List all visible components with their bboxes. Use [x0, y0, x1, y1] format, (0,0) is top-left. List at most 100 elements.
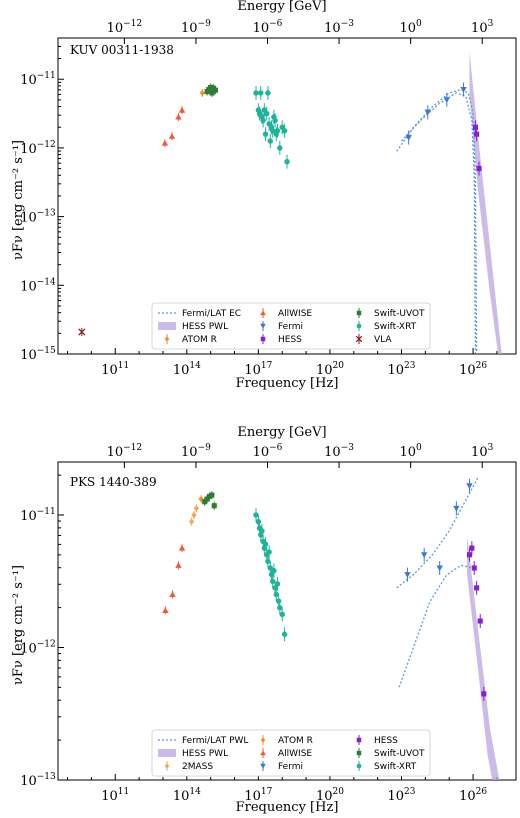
data-point [284, 158, 290, 165]
data-point [199, 89, 205, 97]
top-tick-label: 100 [399, 19, 422, 36]
legend-label: Swift-XRT [374, 762, 417, 772]
x-tick-label: 1017 [244, 361, 272, 378]
data-point [265, 90, 271, 96]
legend-swatch [164, 336, 170, 342]
legend-swatch [260, 750, 266, 756]
data-point [274, 581, 281, 587]
y-tick-label: 10−13 [20, 209, 56, 226]
legend-label: Fermi [278, 322, 303, 332]
legend-swatch [260, 323, 266, 329]
data-point [275, 598, 282, 604]
top-axis-label: Energy [GeV] [237, 425, 326, 440]
legend-label: Swift-UVOT [374, 749, 425, 759]
legend-swatch [356, 750, 362, 756]
legend-label: ATOM R [278, 736, 313, 746]
data-point [169, 591, 176, 598]
data-point [253, 90, 259, 96]
y-tick-label: 10−14 [20, 277, 56, 294]
source-name: KUV 00311-1938 [70, 43, 174, 57]
y-tick-label: 10−15 [20, 346, 56, 363]
panel-pks: Energy [GeV] PKS 1440-389 Frequency [Hz]… [11, 425, 517, 815]
legend-label: 2MASS [182, 762, 213, 772]
data-point [269, 128, 276, 134]
x-tick-label: 1023 [388, 787, 416, 804]
data-point [267, 138, 274, 144]
data-point [269, 578, 276, 584]
data-point [265, 558, 271, 565]
legend-swatch [356, 737, 362, 743]
data-point [469, 545, 475, 551]
data-point [277, 145, 283, 151]
y-tick-label: 10−12 [20, 640, 56, 657]
data-point [193, 505, 199, 512]
top-tick-label: 10−3 [324, 443, 354, 460]
legend-label: HESS [278, 335, 302, 345]
data-point [466, 483, 473, 490]
data-point [211, 503, 217, 509]
x-tick-label: 1014 [173, 361, 201, 378]
data-point [272, 117, 278, 124]
x-tick-label: 1011 [101, 787, 129, 804]
data-point [168, 133, 176, 139]
data-point [436, 565, 443, 572]
data-point [204, 496, 210, 502]
data-point [253, 512, 259, 518]
data-point [472, 124, 479, 130]
top-tick-label: 10−6 [253, 443, 283, 460]
model-curve [396, 477, 479, 589]
data-point [178, 544, 186, 551]
legend-label: HESS [374, 736, 398, 746]
data-point [405, 135, 412, 141]
y-tick-label: 10−11 [20, 507, 56, 524]
data-point [474, 131, 480, 137]
model-curve [401, 92, 477, 355]
y-tick-label: 10−11 [20, 71, 56, 88]
data-point [258, 90, 264, 96]
x-tick-label: 1011 [101, 361, 129, 378]
data-point [476, 165, 482, 172]
data-point [471, 565, 477, 571]
data-point [477, 618, 483, 624]
top-tick-label: 10−9 [181, 443, 211, 460]
legend-label: AllWISE [278, 749, 312, 759]
data-point [277, 605, 283, 611]
data-point [191, 511, 197, 519]
legend-swatch [355, 335, 363, 343]
legend-swatch [260, 737, 266, 743]
y-axis-label: νFν [erg cm⁻² s⁻¹] [11, 140, 26, 260]
data-point [474, 585, 480, 591]
hess-pwl-band [467, 534, 500, 780]
legend-label: Swift-XRT [374, 322, 417, 332]
legend-swatch [356, 310, 362, 316]
data-point [202, 499, 208, 505]
legend-label: VLA [374, 335, 392, 345]
data-point [178, 106, 186, 113]
data-point [175, 562, 182, 568]
data-point [78, 328, 86, 336]
data-point [260, 117, 266, 124]
data-point [460, 86, 467, 93]
data-point [466, 552, 473, 558]
top-tick-label: 103 [471, 19, 494, 36]
top-tick-label: 100 [399, 443, 422, 460]
y-tick-label: 10−13 [20, 772, 56, 789]
legend-label: Swift-UVOT [374, 309, 425, 319]
data-point [262, 131, 269, 137]
data-point [175, 113, 182, 120]
x-tick-label: 1020 [316, 361, 344, 378]
top-tick-label: 10−6 [253, 19, 283, 36]
data-point [209, 90, 215, 96]
data-point [404, 572, 411, 578]
top-tick-label: 103 [471, 443, 494, 460]
plot-frame [57, 461, 517, 781]
data-point [424, 109, 431, 116]
data-point [420, 552, 428, 558]
legend-label: Fermi/LAT EC [182, 309, 241, 319]
x-axis-label: Frequency [Hz] [236, 376, 339, 391]
data-point [443, 97, 451, 104]
legend-label: AllWISE [278, 309, 312, 319]
data-point [274, 128, 281, 134]
data-point [262, 541, 269, 547]
